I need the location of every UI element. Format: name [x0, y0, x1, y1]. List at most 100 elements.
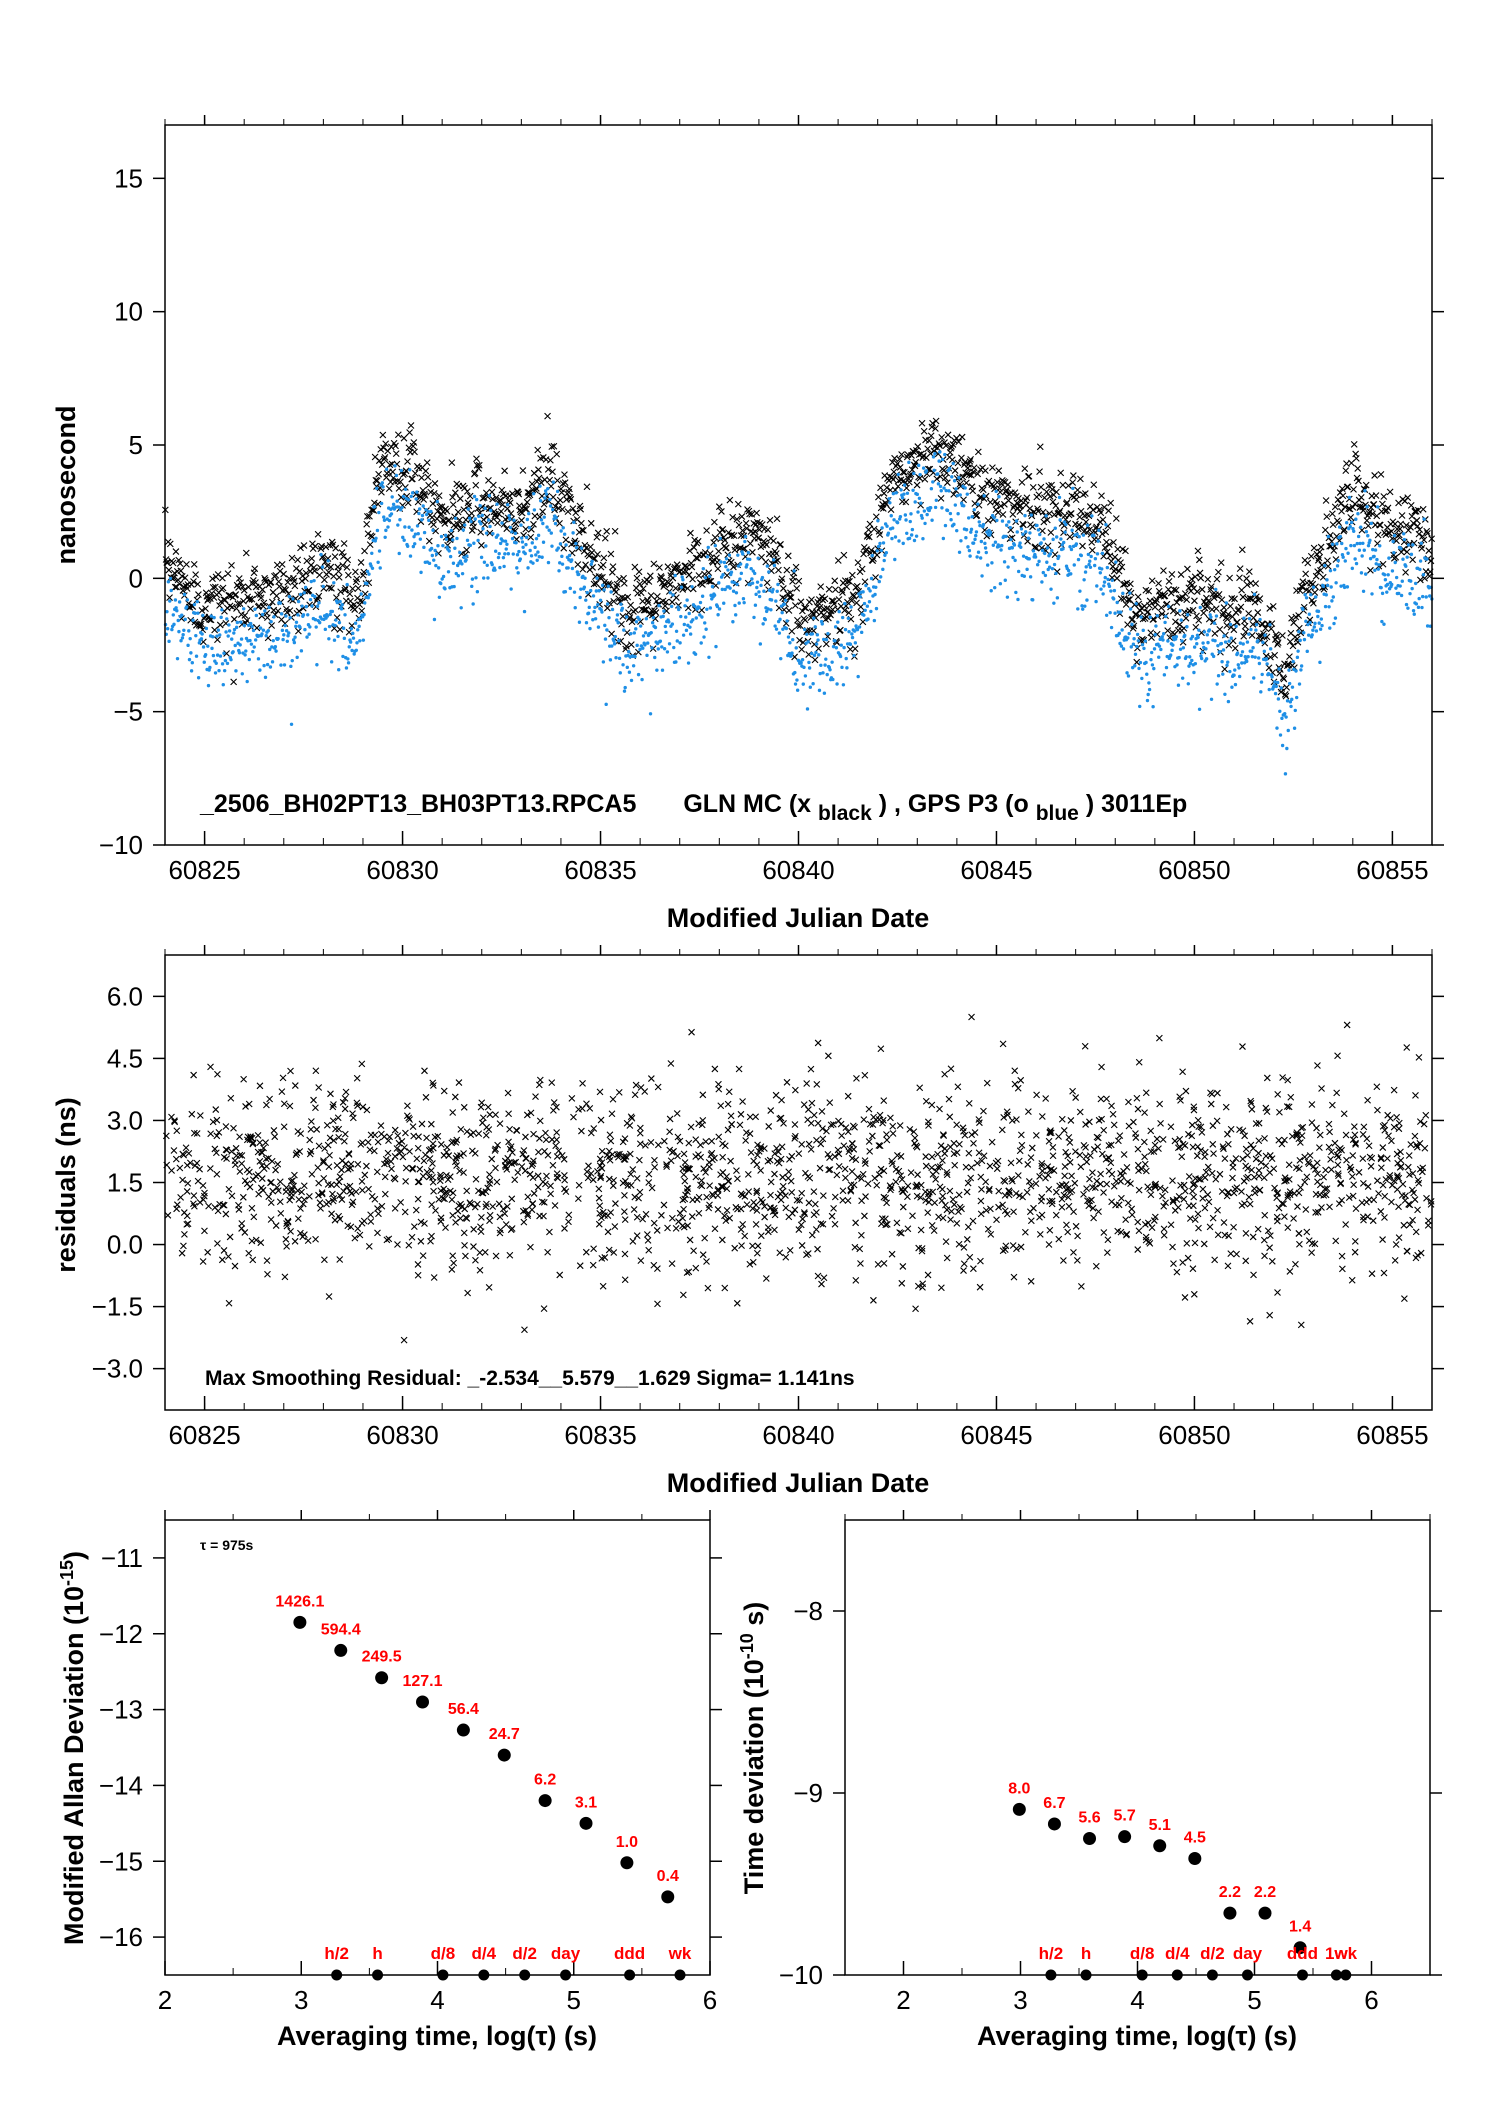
- black-point: [1041, 494, 1048, 502]
- black-point: [1179, 593, 1186, 601]
- black-point: [235, 575, 243, 582]
- residual-point: [930, 1227, 938, 1235]
- blue-point: [1204, 647, 1208, 651]
- black-point: [749, 529, 757, 537]
- residual-point: [733, 1167, 740, 1175]
- blue-point: [1085, 598, 1089, 602]
- black-point: [1266, 605, 1274, 612]
- blue-point: [441, 543, 445, 548]
- blue-point: [459, 606, 463, 610]
- blue-point: [1220, 659, 1224, 664]
- blue-point: [506, 552, 511, 556]
- black-point: [656, 564, 663, 571]
- blue-point: [330, 609, 335, 614]
- blue-point: [349, 627, 354, 631]
- residual-point: [522, 1133, 529, 1141]
- blue-point: [848, 642, 853, 647]
- black-point: [220, 596, 228, 603]
- black-point: [1043, 516, 1051, 524]
- blue-point: [1359, 525, 1363, 529]
- black-point: [1226, 602, 1234, 610]
- blue-point: [1036, 528, 1041, 532]
- blue-point: [1031, 549, 1036, 553]
- blue-point: [679, 585, 684, 589]
- black-point: [356, 597, 364, 605]
- blue-point: [1249, 627, 1253, 632]
- black-point: [812, 614, 820, 622]
- blue-point: [1366, 543, 1371, 548]
- blue-point: [911, 488, 915, 492]
- blue-point: [951, 461, 955, 466]
- blue-point: [780, 610, 784, 615]
- residual-point: [922, 1153, 930, 1160]
- blue-point: [410, 491, 415, 495]
- blue-point: [476, 538, 480, 543]
- residual-point: [946, 1113, 954, 1121]
- black-point: [544, 412, 551, 420]
- blue-point: [1414, 602, 1419, 606]
- blue-point: [1226, 699, 1231, 704]
- blue-point: [557, 569, 561, 573]
- blue-point: [677, 656, 682, 660]
- blue-point: [1357, 548, 1362, 552]
- black-point: [332, 544, 340, 552]
- residual-point: [543, 1172, 550, 1180]
- black-point: [965, 471, 973, 479]
- black-point: [378, 461, 386, 468]
- residual-point: [359, 1139, 366, 1147]
- black-point: [368, 533, 376, 540]
- black-point: [208, 589, 216, 597]
- blue-point: [925, 512, 929, 517]
- black-point: [197, 620, 205, 628]
- black-point: [1238, 546, 1246, 554]
- blue-point: [1209, 615, 1213, 619]
- blue-point: [288, 616, 292, 620]
- black-point: [587, 519, 595, 527]
- black-point: [1069, 479, 1077, 486]
- residual-point: [1134, 1105, 1142, 1113]
- blue-point: [1205, 633, 1210, 637]
- blue-point: [975, 555, 979, 559]
- residual-point: [785, 1168, 793, 1176]
- blue-point: [222, 668, 227, 673]
- residual-point: [647, 1075, 655, 1082]
- blue-point: [1159, 647, 1163, 652]
- blue-point: [168, 599, 172, 603]
- residual-point: [283, 1242, 291, 1250]
- black-point: [925, 437, 933, 444]
- black-point: [197, 622, 204, 630]
- black-point: [1409, 556, 1417, 564]
- blue-series-points: [163, 450, 1434, 776]
- black-point: [583, 483, 591, 491]
- residual-point: [534, 1183, 542, 1191]
- blue-point: [1197, 707, 1202, 712]
- residual-point: [535, 1148, 542, 1156]
- black-point: [1037, 483, 1045, 491]
- blue-point: [845, 666, 849, 670]
- blue-point: [964, 535, 968, 540]
- blue-point: [1336, 558, 1340, 563]
- blue-point: [1016, 597, 1020, 602]
- blue-point: [201, 613, 205, 618]
- blue-point: [272, 615, 276, 619]
- black-point: [788, 627, 796, 635]
- blue-point: [317, 601, 321, 605]
- blue-point: [635, 643, 639, 648]
- residual-point: [1233, 1250, 1240, 1258]
- blue-point: [617, 656, 622, 661]
- blue-point: [1050, 548, 1054, 553]
- black-point: [1319, 573, 1327, 581]
- blue-point: [382, 515, 386, 519]
- blue-point: [338, 599, 342, 604]
- black-point: [454, 508, 462, 516]
- blue-point: [1082, 578, 1086, 582]
- black-point: [497, 496, 504, 504]
- residual-point: [835, 1162, 843, 1170]
- blue-point: [377, 510, 381, 515]
- blue-point: [314, 625, 318, 629]
- black-point: [1018, 478, 1026, 486]
- blue-point: [313, 594, 317, 599]
- black-point: [550, 442, 558, 450]
- blue-point: [1256, 656, 1261, 660]
- blue-point: [940, 457, 945, 462]
